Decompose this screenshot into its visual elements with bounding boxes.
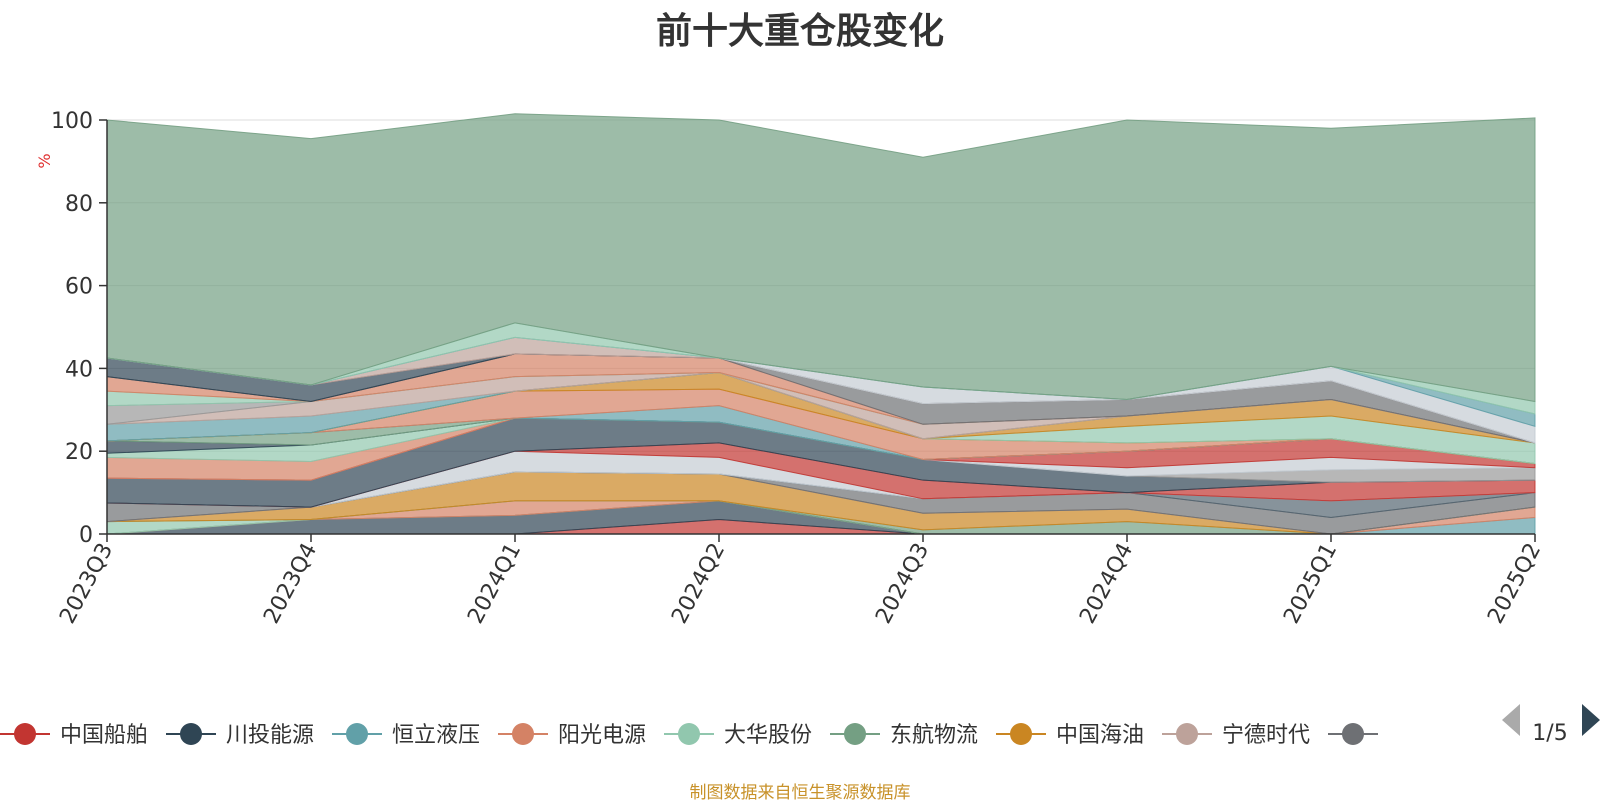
legend-label: 大华股份 bbox=[724, 723, 812, 748]
legend-label: 川投能源 bbox=[226, 723, 314, 748]
area-series bbox=[106, 113, 1536, 535]
legend-label: 中国海油 bbox=[1056, 723, 1144, 748]
y-axis-unit-label: % bbox=[35, 153, 54, 168]
area-series-37 bbox=[106, 113, 1536, 403]
legend-item[interactable]: 东航物流 bbox=[830, 723, 978, 748]
x-tick-label: 2024Q2 bbox=[667, 539, 730, 628]
legend-item[interactable]: 中国海油 bbox=[996, 723, 1144, 748]
legend-marker-icon bbox=[512, 723, 534, 745]
y-tick-label: 60 bbox=[65, 275, 93, 300]
chart-title: 前十大重仓股变化 bbox=[655, 11, 944, 52]
legend-item[interactable]: 中国船舶 bbox=[0, 723, 148, 748]
x-tick-label: 2024Q4 bbox=[1075, 539, 1138, 628]
legend-label: 中国船舶 bbox=[60, 723, 148, 748]
x-tick-label: 2024Q3 bbox=[871, 539, 934, 628]
x-tick-label: 2023Q4 bbox=[259, 539, 322, 628]
legend-prev-arrow-icon[interactable] bbox=[1502, 704, 1520, 736]
legend-marker-icon bbox=[1342, 723, 1364, 745]
x-tick-label: 2025Q1 bbox=[1279, 539, 1342, 628]
legend-item[interactable]: 恒立液压 bbox=[332, 723, 480, 748]
legend-label: 恒立液压 bbox=[392, 723, 480, 748]
y-tick-label: 0 bbox=[79, 523, 93, 548]
x-tick-label: 2024Q1 bbox=[463, 539, 526, 628]
x-tick-label: 2025Q2 bbox=[1483, 539, 1546, 628]
y-tick-label: 20 bbox=[65, 440, 93, 465]
y-tick-label: 40 bbox=[65, 357, 93, 382]
legend-item[interactable]: 宁德时代 bbox=[1162, 723, 1310, 748]
legend-next-arrow-icon[interactable] bbox=[1582, 704, 1600, 736]
legend-label: 东航物流 bbox=[890, 723, 978, 748]
legend-label: 阳光电源 bbox=[558, 723, 646, 748]
legend-marker-icon bbox=[14, 723, 36, 745]
legend-item-partial[interactable] bbox=[1328, 723, 1378, 745]
legend-item[interactable]: 川投能源 bbox=[166, 723, 314, 748]
y-tick-label: 80 bbox=[65, 192, 93, 217]
legend-page-indicator: 1/5 bbox=[1532, 721, 1567, 746]
legend-marker-icon bbox=[678, 723, 700, 745]
legend-item[interactable]: 阳光电源 bbox=[498, 723, 646, 748]
x-tick-label: 2023Q3 bbox=[55, 539, 118, 628]
legend-marker-icon bbox=[1176, 723, 1198, 745]
legend-marker-icon bbox=[346, 723, 368, 745]
legend: 中国船舶 川投能源 恒立液压 阳光电源 大华股份 东航物流 中国海油 宁德时代 bbox=[0, 723, 1378, 748]
legend-marker-icon bbox=[180, 723, 202, 745]
data-source-note: 制图数据来自恒生聚源数据库 bbox=[689, 783, 911, 803]
legend-pager: 1/5 bbox=[1502, 704, 1600, 746]
legend-label: 宁德时代 bbox=[1222, 723, 1310, 748]
legend-marker-icon bbox=[1010, 723, 1032, 745]
y-tick-label: 100 bbox=[51, 109, 93, 134]
legend-marker-icon bbox=[844, 723, 866, 745]
legend-item[interactable]: 大华股份 bbox=[664, 723, 812, 748]
